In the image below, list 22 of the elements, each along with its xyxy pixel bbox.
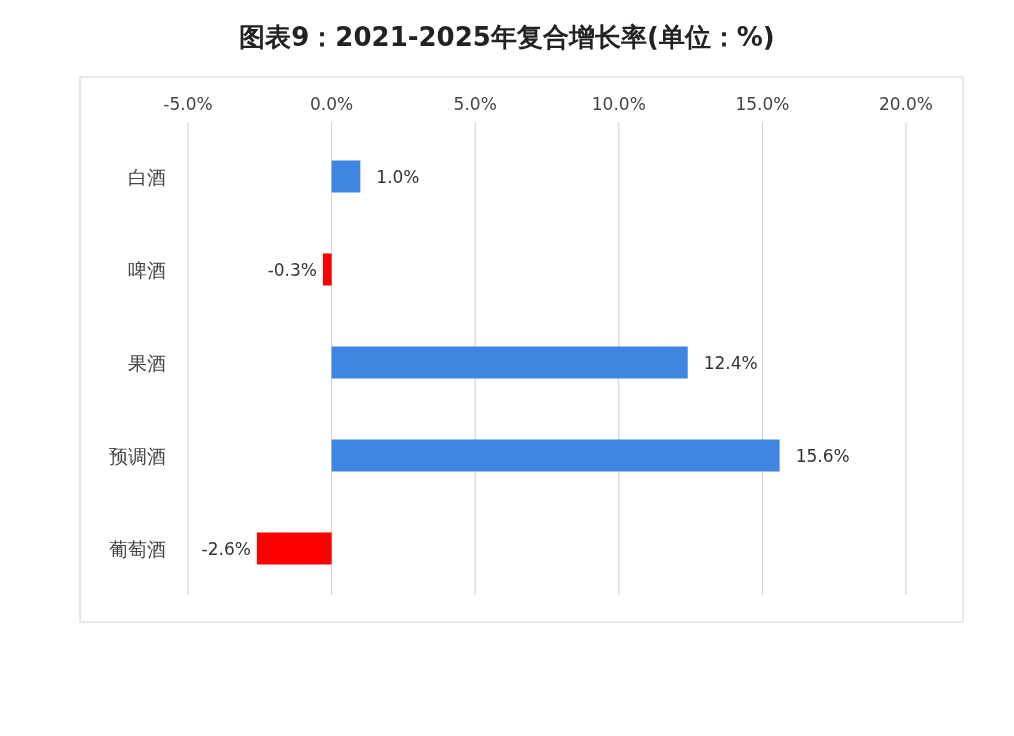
data-label: -0.3% — [267, 259, 317, 280]
data-label: -2.6% — [201, 538, 251, 559]
bar — [331, 346, 688, 379]
bar — [331, 439, 780, 472]
data-label: 1.0% — [376, 166, 420, 187]
data-label: 12.4% — [703, 352, 758, 373]
bar — [256, 532, 332, 565]
data-label: 15.6% — [795, 445, 850, 466]
y-tick-label: 葡萄酒 — [109, 537, 166, 560]
y-tick-label: 啤酒 — [128, 258, 166, 281]
x-tick-label: 20.0% — [878, 94, 934, 114]
x-tick-label: 5.0% — [453, 94, 497, 114]
x-tick-label: 0.0% — [310, 94, 354, 114]
x-tick-label: 15.0% — [735, 94, 790, 114]
y-tick-label: 果酒 — [128, 351, 166, 374]
y-tick-label: 白酒 — [128, 165, 166, 188]
x-tick-label: 10.0% — [591, 94, 646, 114]
x-tick-label: -5.0% — [163, 94, 213, 114]
chart-title: 图表9：2021-2025年复合增长率(单位：%) — [239, 22, 775, 52]
bar — [322, 253, 332, 286]
bar — [331, 160, 361, 193]
y-tick-label: 预调酒 — [109, 444, 166, 467]
